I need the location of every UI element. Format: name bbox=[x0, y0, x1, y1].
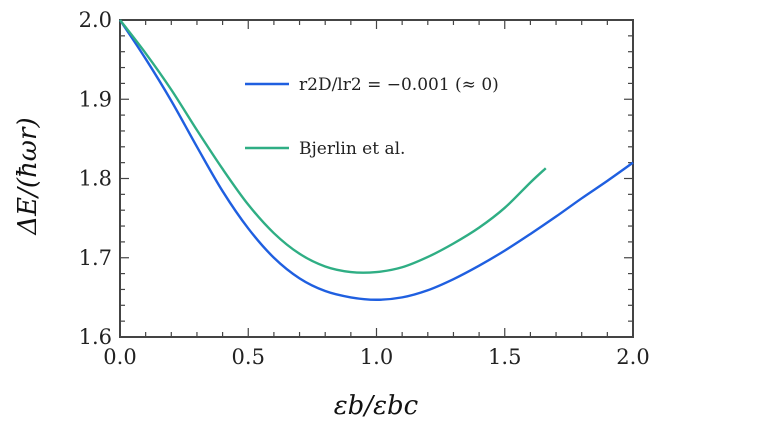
y-tick-label: 2.0 bbox=[79, 8, 112, 32]
x-tick-label: 1.0 bbox=[360, 345, 393, 369]
legend: r2D/lr2 = −0.001 (≈ 0) Bjerlin et al. bbox=[245, 75, 499, 159]
axis-ticks bbox=[119, 19, 634, 338]
y-tick-label: 1.6 bbox=[79, 325, 112, 349]
y-axis-label: ΔE/(ħωr) bbox=[13, 117, 43, 235]
x-axis-label: εb/εbc bbox=[334, 391, 419, 421]
legend-label-2: Bjerlin et al. bbox=[299, 139, 405, 159]
series-line-2 bbox=[119, 19, 547, 274]
axis-tick-labels: 0.0 0.5 1.0 1.5 2.0 1.6 1.7 1.8 1.9 2.0 bbox=[79, 8, 650, 369]
series-line-1 bbox=[118, 19, 634, 301]
x-tick-label: 0.0 bbox=[103, 345, 136, 369]
x-tick-label: 0.5 bbox=[232, 345, 265, 369]
x-tick-label: 1.5 bbox=[488, 345, 521, 369]
legend-label-1: r2D/lr2 = −0.001 (≈ 0) bbox=[299, 75, 499, 95]
x-tick-label: 2.0 bbox=[616, 345, 649, 369]
y-tick-label: 1.8 bbox=[79, 167, 112, 191]
series-lines bbox=[118, 19, 634, 301]
y-tick-label: 1.7 bbox=[79, 246, 112, 270]
y-tick-label: 1.9 bbox=[79, 87, 112, 111]
